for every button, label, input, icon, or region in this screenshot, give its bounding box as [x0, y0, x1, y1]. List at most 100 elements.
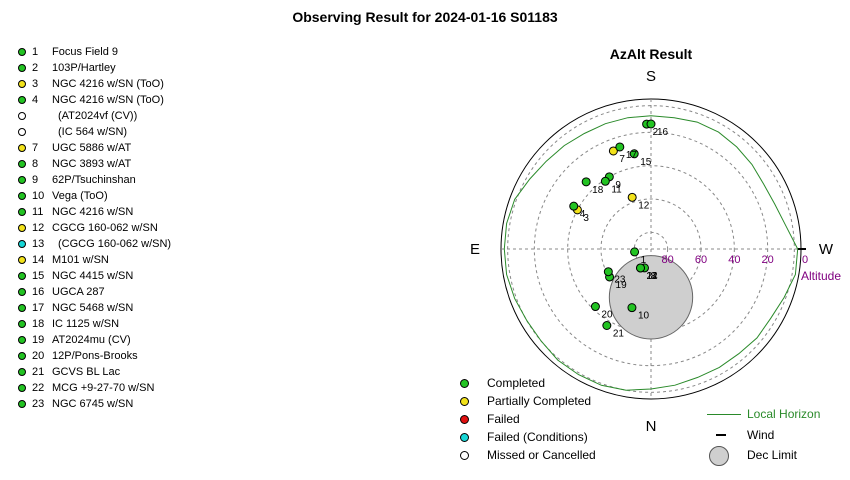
- status-dot-icon: [18, 208, 26, 216]
- target-name: NGC 4216 w/SN (ToO): [52, 78, 164, 90]
- target-point: [635, 263, 645, 273]
- altitude-axis-label: Altitude: [801, 269, 841, 283]
- target-point-label: 2: [653, 127, 659, 138]
- target-point-label: 14: [646, 271, 658, 282]
- target-point-label: 22: [646, 271, 658, 282]
- target-name: NGC 6745 w/SN: [52, 398, 134, 410]
- target-point-label: 4: [580, 209, 586, 220]
- target-number: 16: [32, 286, 45, 298]
- status-dot-icon: [18, 144, 26, 152]
- target-name: Focus Field 9: [52, 46, 119, 58]
- status-dot-icon: [18, 368, 26, 376]
- target-point: [600, 176, 610, 186]
- target-point-label: 15: [640, 157, 652, 168]
- status-dot-icon: [18, 96, 26, 104]
- legend-label: Completed: [487, 376, 546, 390]
- target-name: Vega (ToO): [52, 190, 108, 202]
- target-name: IC 1125 w/SN: [52, 318, 120, 330]
- target-point: [627, 303, 637, 313]
- target-name: 12P/Pons-Brooks: [52, 350, 138, 362]
- target-name: UGC 5886 w/AT: [52, 142, 132, 154]
- target-point: [630, 247, 640, 257]
- target-point-label: 8: [650, 271, 656, 282]
- target-point-label: 3: [583, 213, 589, 224]
- target-number: 8: [32, 158, 39, 170]
- target-number: 18: [32, 318, 45, 330]
- target-point-label: 23: [614, 275, 626, 286]
- target-name: (AT2024vf (CV)): [58, 110, 138, 122]
- status-dot-icon: [18, 240, 26, 248]
- target-name: NGC 5468 w/SN: [52, 302, 134, 314]
- target-point-label: 1: [641, 255, 647, 266]
- target-name: NGC 3893 w/AT: [52, 158, 132, 170]
- target-point: [602, 320, 612, 330]
- status-dot-icon: [18, 48, 26, 56]
- target-point: [603, 267, 613, 277]
- target-point-label: 18: [592, 185, 604, 196]
- altitude-tick-label: 60: [695, 254, 707, 266]
- target-number: 2: [32, 62, 39, 74]
- target-name: 103P/Hartley: [52, 62, 116, 74]
- target-name: UGCA 287: [52, 286, 105, 298]
- status-dot-icon: [18, 112, 26, 120]
- altitude-tick-label: 0: [802, 254, 808, 266]
- target-name: (CGCG 160-062 w/SN): [58, 238, 172, 250]
- altitude-tick-label: 20: [762, 254, 774, 266]
- legend-wind: Wind: [705, 426, 845, 444]
- target-number: 21: [32, 366, 45, 378]
- target-number: 19: [32, 334, 45, 346]
- legend-label: Failed (Conditions): [487, 430, 588, 444]
- direction-label-e: E: [470, 241, 480, 258]
- target-number: 1: [32, 46, 39, 58]
- status-dot-icon: [18, 64, 26, 72]
- altitude-tick-label: 40: [728, 254, 740, 266]
- status-dot-icon: [18, 288, 26, 296]
- legend-dot-icon: [460, 379, 469, 388]
- status-dot-icon: [18, 400, 26, 408]
- horizon-line-icon: [707, 414, 741, 415]
- target-point-label: 12: [638, 200, 650, 211]
- status-dot-icon: [18, 336, 26, 344]
- target-name: NGC 4216 w/SN (ToO): [52, 94, 164, 106]
- target-point: [646, 119, 656, 129]
- target-point: [629, 149, 639, 159]
- target-point-label: 16: [657, 127, 669, 138]
- target-number: 20: [32, 350, 45, 362]
- target-number: 12: [32, 222, 45, 234]
- target-point-label: 19: [616, 280, 628, 291]
- local-horizon-line: [503, 115, 799, 391]
- target-number: 3: [32, 78, 39, 90]
- target-point-label: 7: [619, 154, 625, 165]
- target-point: [590, 302, 600, 312]
- target-point: [627, 192, 637, 202]
- target-point-label: 20: [601, 310, 613, 321]
- target-point-label: 21: [613, 328, 625, 339]
- altitude-tick-label: 80: [662, 254, 674, 266]
- target-name: NGC 4415 w/SN: [52, 270, 134, 282]
- status-dot-icon: [18, 272, 26, 280]
- legend-horizon-label: Local Horizon: [747, 407, 821, 421]
- legend-label: Failed: [487, 412, 520, 426]
- target-point: [608, 146, 618, 156]
- target-name: (IC 564 w/SN): [58, 126, 128, 138]
- status-dot-icon: [18, 176, 26, 184]
- status-dot-icon: [18, 256, 26, 264]
- legend-dot-icon: [460, 415, 469, 424]
- target-name: M101 w/SN: [52, 254, 109, 266]
- target-number: 10: [32, 190, 45, 202]
- target-point: [569, 201, 579, 211]
- target-name: CGCG 160-062 w/SN: [52, 222, 158, 234]
- target-name: AT2024mu (CV): [52, 334, 131, 346]
- target-number: 23: [32, 398, 45, 410]
- legend-dec-limit-label: Dec Limit: [747, 448, 798, 462]
- target-number: 11: [32, 206, 44, 218]
- wind-icon: [716, 434, 726, 436]
- status-dot-icon: [18, 304, 26, 312]
- legend-dot-icon: [460, 433, 469, 442]
- direction-label-w: W: [819, 241, 834, 258]
- target-number: 17: [32, 302, 45, 314]
- status-dot-icon: [18, 384, 26, 392]
- target-name: MCG +9-27-70 w/SN: [52, 382, 155, 394]
- target-point-label: 17: [626, 150, 638, 161]
